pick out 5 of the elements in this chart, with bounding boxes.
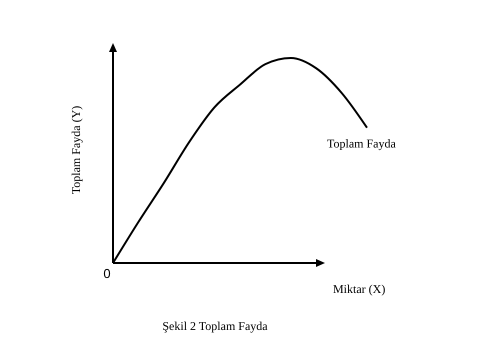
text: 0 xyxy=(103,266,111,281)
text: Şekil 2 Toplam Fayda xyxy=(162,319,268,333)
series-label: Toplam Fayda xyxy=(327,136,396,151)
x-axis-title: Miktar (X) xyxy=(333,282,386,296)
y-axis-title: Toplam Fayda (Y) xyxy=(69,106,83,194)
